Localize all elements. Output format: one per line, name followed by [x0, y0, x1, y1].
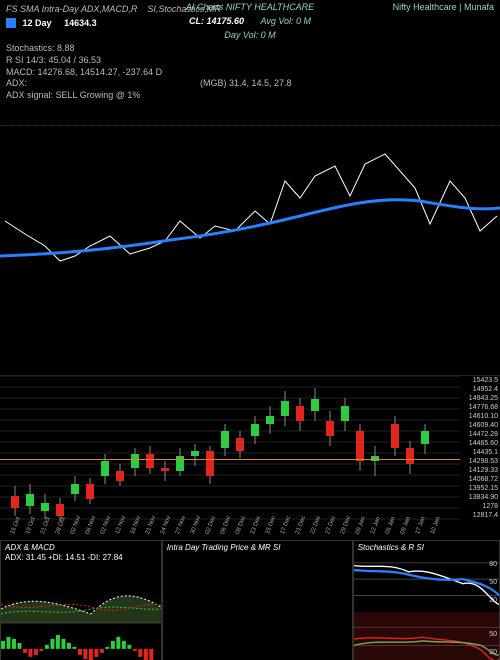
- sma-line: [0, 200, 500, 256]
- adx-signal: ADX signal: SELL Growing @ 1%: [6, 90, 494, 102]
- avg-vol: Avg Vol: 0 M: [261, 16, 312, 26]
- main-price-chart: [0, 125, 500, 375]
- stoch-y-80: 80: [489, 561, 497, 568]
- date-axis: 15 Oct19 Oct21 Oct28 Oct02 Nov06 Nov02 N…: [0, 525, 460, 539]
- highlight-line: [0, 459, 460, 460]
- macd-histogram: [1, 635, 153, 660]
- stoch-rsi-panel: Stochastics & R SI 80 50 20 50 20 45.043…: [353, 540, 500, 660]
- macd-readout: MACD: 14276.68, 14514.27, -237.64 D: [6, 67, 494, 79]
- stoch-d-line: [354, 570, 499, 595]
- close-value: 14175.60: [206, 16, 244, 26]
- sma-swatch: [6, 18, 16, 28]
- sma-label: 12 Day: [23, 18, 52, 28]
- adx-macd-panel: ADX & MACD ADX: 31.45 +DI: 14.51 -DI: 27…: [0, 540, 162, 660]
- stoch-y-20: 20: [489, 597, 497, 604]
- adx-fill: [1, 596, 161, 623]
- chart-header: FS SMA Intra-Day ADX,MACD,R SI,Stochasti…: [0, 0, 500, 125]
- stoch-readout: Stochastics: 8.88: [6, 43, 494, 55]
- source-tag: Nifty Healthcare | Munafa: [393, 2, 494, 14]
- indicator-subpanels: ADX & MACD ADX: 31.45 +DI: 14.51 -DI: 27…: [0, 540, 500, 660]
- adx-label: ADX:: [6, 78, 27, 88]
- adx-vals: (MGB) 31.4, 14.5, 27.8: [200, 78, 292, 90]
- stoch-y-50: 50: [489, 579, 497, 586]
- rsi-y-20: 20: [489, 649, 497, 656]
- intraday-title: Intra Day Trading Price & MR SI: [167, 543, 281, 552]
- rsi-y-50: 50: [489, 631, 497, 638]
- rsi-readout: R SI 14/3: 45.04 / 36.53: [6, 55, 494, 67]
- price-axis-labels: 15423.514952.414943.2514776.6814610.1014…: [469, 376, 498, 525]
- intraday-panel: Intra Day Trading Price & MR SI: [162, 540, 353, 660]
- candlestick-panel: 15423.514952.414943.2514776.6814610.1014…: [0, 375, 500, 525]
- rsi-bg: [354, 612, 499, 660]
- chart-title: AI Charts NIFTY HEALTHCARE: [186, 2, 314, 14]
- sma-value: 14634.3: [64, 18, 97, 28]
- close-label: CL:: [189, 16, 204, 26]
- day-vol: Day Vol: 0 M: [189, 30, 311, 42]
- price-line: [5, 154, 497, 261]
- indicator-tag-a: FS SMA Intra-Day ADX,MACD,R: [6, 4, 137, 16]
